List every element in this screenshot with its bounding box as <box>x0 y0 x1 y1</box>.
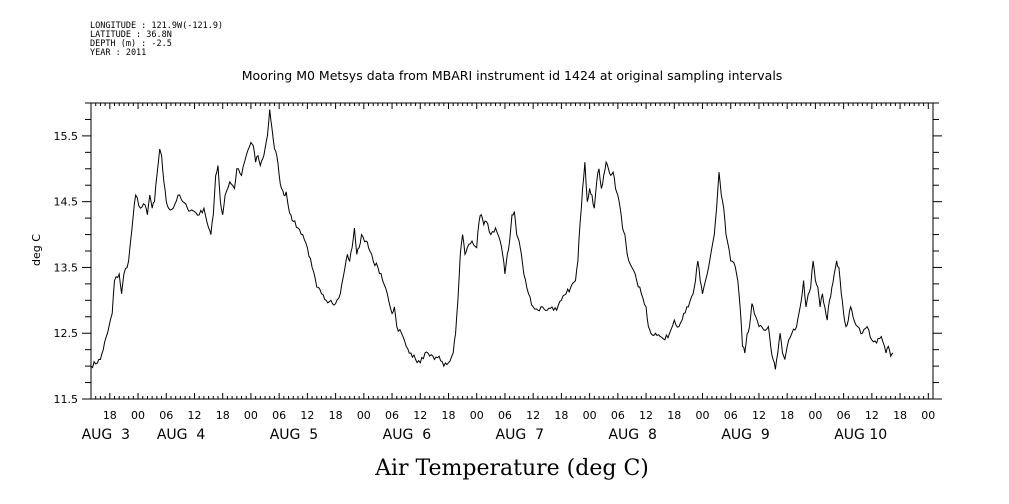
x-axis-label: Air Temperature (deg C) <box>374 456 649 481</box>
x-hour-tick-label: 12 <box>752 409 766 422</box>
x-hour-tick-label: 18 <box>329 409 343 422</box>
x-hour-tick-label: 00 <box>583 409 597 422</box>
depth-label: DEPTH (m) : -2.5 <box>90 39 172 49</box>
x-hour-tick-label: 18 <box>216 409 230 422</box>
x-day-label: AUG 8 <box>608 427 656 443</box>
x-hour-tick-label: 06 <box>611 409 625 422</box>
x-hour-tick-label: 00 <box>357 409 371 422</box>
x-hour-tick-label: 12 <box>413 409 427 422</box>
x-hour-tick-label: 06 <box>837 409 851 422</box>
y-tick-label: 15.5 <box>54 130 79 143</box>
x-hour-tick-label: 00 <box>131 409 145 422</box>
x-hour-tick-label: 18 <box>554 409 568 422</box>
x-hour-tick-label: 00 <box>696 409 710 422</box>
y-tick-label: 11.5 <box>54 393 79 406</box>
x-day-label: AUG 3 <box>82 427 130 443</box>
x-axis-hour-labels: 18 00 06 12 18 00 06 12 18 00 06 12 18 00 06 12 18 00 06 12… <box>103 409 935 422</box>
x-day-label: AUG 9 <box>721 427 769 443</box>
longitude-label: LONGITUDE : 121.9W(-121.9) <box>90 21 224 31</box>
x-hour-tick-label: 06 <box>159 409 173 422</box>
x-hour-tick-label: 06 <box>498 409 512 422</box>
x-hour-tick-label: 18 <box>441 409 455 422</box>
axis-ticks <box>82 102 942 400</box>
x-axis-day-labels: AUG 3 AUG 4 AUG 5 AUG 6 AUG 7 AUG 8 AUG 9 AUG 1… <box>82 427 888 443</box>
x-hour-tick-label: 00 <box>921 409 935 422</box>
y-axis-tick-labels: 11.5 12.5 13.5 14.5 15.5 <box>54 130 79 406</box>
x-hour-tick-label: 00 <box>470 409 484 422</box>
x-hour-tick-label: 12 <box>300 409 314 422</box>
y-tick-label: 13.5 <box>54 261 79 274</box>
year-label: YEAR : 2011 <box>90 48 147 58</box>
x-day-label: AUG 5 <box>270 427 318 443</box>
y-axis-label: deg C <box>30 234 43 266</box>
x-hour-tick-label: 00 <box>244 409 258 422</box>
x-day-label: AUG 7 <box>496 427 544 443</box>
x-day-label: AUG 10 <box>834 427 887 443</box>
x-hour-tick-label: 06 <box>724 409 738 422</box>
x-day-label: AUG 4 <box>157 427 206 443</box>
x-hour-tick-label: 06 <box>385 409 399 422</box>
x-hour-tick-label: 18 <box>667 409 681 422</box>
x-hour-tick-label: 00 <box>808 409 822 422</box>
x-hour-tick-label: 12 <box>639 409 653 422</box>
latitude-label: LATITUDE : 36.8N <box>90 30 172 40</box>
x-hour-tick-label: 18 <box>893 409 907 422</box>
x-hour-tick-label: 06 <box>272 409 286 422</box>
x-hour-tick-label: 18 <box>780 409 794 422</box>
x-hour-tick-label: 12 <box>187 409 201 422</box>
x-hour-tick-label: 12 <box>526 409 540 422</box>
plot-frame <box>90 102 934 400</box>
series-line <box>90 109 894 370</box>
y-tick-label: 14.5 <box>54 196 79 209</box>
x-hour-tick-label: 12 <box>865 409 879 422</box>
x-hour-tick-label: 18 <box>103 409 117 422</box>
chart-title: Mooring M0 Metsys data from MBARI instru… <box>242 68 783 83</box>
x-day-label: AUG 6 <box>383 427 432 443</box>
y-tick-label: 12.5 <box>54 327 79 340</box>
